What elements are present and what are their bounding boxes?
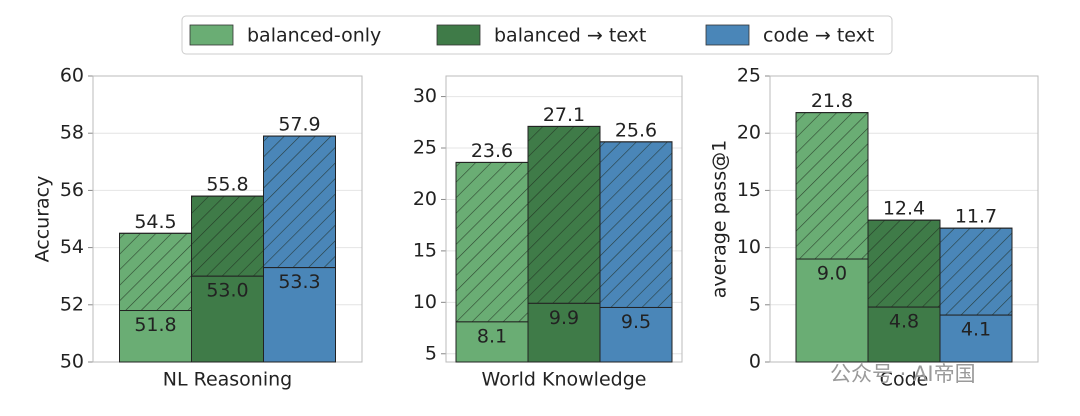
x-axis-label: World Knowledge <box>482 369 647 391</box>
legend-label: code → text <box>763 25 874 47</box>
y-tick-label: 10 <box>737 236 761 258</box>
value-label: 55.8 <box>206 174 248 196</box>
bar-hatch <box>795 112 869 260</box>
bar-hatch <box>599 141 673 308</box>
y-tick-label: 60 <box>60 65 84 87</box>
value-label: 25.6 <box>615 119 657 141</box>
y-tick-label: 5 <box>425 342 437 364</box>
bar-base <box>939 314 1013 363</box>
bar-hatch <box>867 219 941 308</box>
bar-base <box>191 275 264 363</box>
bar-hatch <box>527 125 601 304</box>
base-value-label: 9.9 <box>549 307 579 329</box>
y-tick-label: 20 <box>413 188 437 210</box>
bar-hatch <box>263 135 336 269</box>
y-tick-label: 20 <box>737 122 761 144</box>
legend-swatch <box>436 24 481 46</box>
y-tick-label: 10 <box>413 291 437 313</box>
bar-base <box>527 302 601 363</box>
y-tick-label: 25 <box>413 137 437 159</box>
legend-label: balanced → text <box>494 25 646 47</box>
base-value-label: 9.0 <box>817 263 847 285</box>
y-tick-label: 50 <box>60 351 84 373</box>
y-tick-label: 54 <box>60 236 84 258</box>
y-tick-label: 0 <box>749 351 761 373</box>
bar-hatch <box>455 161 529 323</box>
value-label: 57.9 <box>278 114 320 136</box>
x-axis-label: NL Reasoning <box>163 369 292 391</box>
base-value-label: 9.5 <box>621 311 651 333</box>
bar-base <box>599 306 673 363</box>
y-tick-label: 52 <box>60 293 84 315</box>
value-label: 11.7 <box>955 206 997 228</box>
bar-hatch <box>939 227 1013 316</box>
y-tick-label: 15 <box>737 179 761 201</box>
y-axis-label: average pass@1 <box>709 140 731 298</box>
value-label: 23.6 <box>471 140 513 162</box>
bar-hatch <box>191 195 264 277</box>
base-value-label: 53.0 <box>206 280 248 302</box>
base-value-label: 4.1 <box>961 319 991 341</box>
legend-label: balanced-only <box>247 25 381 47</box>
y-tick-label: 5 <box>749 293 761 315</box>
y-tick-label: 30 <box>413 85 437 107</box>
bar-base <box>867 306 941 363</box>
y-axis-label: Accuracy <box>32 176 54 263</box>
watermark: 公众号 · AI帝国 <box>830 362 976 386</box>
value-label: 21.8 <box>811 90 853 112</box>
bar-base <box>455 321 529 363</box>
y-tick-label: 15 <box>413 239 437 261</box>
bar-base <box>795 258 869 363</box>
value-label: 12.4 <box>883 198 925 220</box>
bar-base <box>119 310 192 363</box>
bar-hatch <box>119 232 192 312</box>
base-value-label: 8.1 <box>477 325 507 347</box>
x-axis-label: Code <box>880 369 929 391</box>
y-tick-label: 25 <box>737 65 761 87</box>
y-tick-label: 58 <box>60 122 84 144</box>
y-tick-label: 56 <box>60 179 84 201</box>
value-label: 54.5 <box>134 211 176 233</box>
bar-base <box>263 267 336 363</box>
base-value-label: 4.8 <box>889 311 919 333</box>
legend-swatch <box>189 24 234 46</box>
base-value-label: 51.8 <box>134 314 176 336</box>
base-value-label: 53.3 <box>278 271 320 293</box>
legend-swatch <box>705 24 750 46</box>
value-label: 27.1 <box>543 104 585 126</box>
